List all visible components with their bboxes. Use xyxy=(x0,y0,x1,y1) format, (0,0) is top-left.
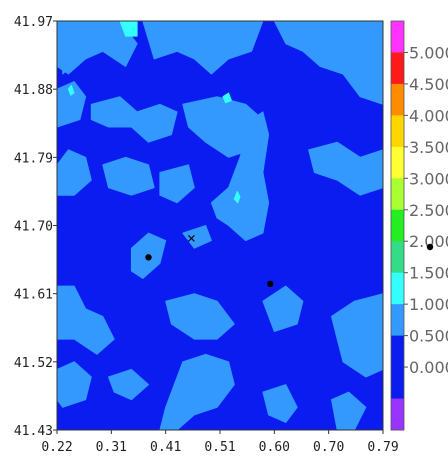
x-tick-label: 0.22 xyxy=(41,440,72,455)
contour-patch-0.500 xyxy=(182,225,212,249)
x-tick-label: 0.79 xyxy=(367,440,398,455)
y-tick-label: 41.43 xyxy=(14,424,53,439)
colorbar-marker-dot xyxy=(426,243,434,251)
colorbar-label: 4.500 xyxy=(409,75,448,94)
contour-patch-0.500 xyxy=(102,156,155,196)
colorbar-label: 2.000 xyxy=(409,232,448,251)
colorbar-band xyxy=(391,178,404,211)
marker-layer xyxy=(145,234,274,288)
contour-patch-0.500 xyxy=(331,391,367,430)
contour-patch-0.500 xyxy=(57,361,92,408)
x-tick-label: 0.51 xyxy=(204,440,235,455)
contour-patch-0.500 xyxy=(262,285,304,332)
contour-patch-0.500 xyxy=(57,285,115,355)
y-tick-label: 41.79 xyxy=(14,151,53,166)
colorbar-band xyxy=(391,209,404,242)
colorbar-frame xyxy=(390,20,405,431)
contour-patch-0.500 xyxy=(273,21,383,105)
contour-patch-0.500 xyxy=(159,164,195,204)
colorbar-band xyxy=(391,52,404,85)
y-tick-label: 41.52 xyxy=(14,356,53,371)
contour-patch-0.500 xyxy=(210,111,270,242)
colorbar-label: 0.000 xyxy=(409,358,448,377)
contour-patch-0.500 xyxy=(159,353,235,430)
colorbar-label: 3.000 xyxy=(409,169,448,188)
contour-patch-0.500 xyxy=(308,141,383,196)
y-tick-label: 41.61 xyxy=(14,288,53,303)
colorbar-label: 4.000 xyxy=(409,106,448,125)
colorbar-band xyxy=(391,272,404,305)
colorbar-band xyxy=(391,335,404,368)
y-tick-label: 41.88 xyxy=(14,83,53,98)
contour-patch-1.000 xyxy=(222,92,232,104)
colorbar-label: 1.500 xyxy=(409,264,448,283)
contour-patch-0.500 xyxy=(62,28,138,75)
marker-x xyxy=(187,234,195,242)
colorbar-band xyxy=(391,398,404,431)
contour-patch-1.000 xyxy=(119,21,138,37)
contour-patch-0.500 xyxy=(165,293,235,340)
contour-patch-1.000 xyxy=(233,190,241,204)
x-tick-label: 0.31 xyxy=(96,440,127,455)
x-axis-tick-labels: 0.22 0.31 0.41 0.51 0.60 0.70 0.79 xyxy=(41,430,399,455)
marker-dot xyxy=(145,254,152,261)
contour-patch-1.000 xyxy=(67,84,75,96)
contour-patch-0.500 xyxy=(262,384,298,423)
colorbar-band xyxy=(391,146,404,179)
colorbar-band xyxy=(391,367,404,400)
colorbar-label: 0.500 xyxy=(409,327,448,346)
contour-patch-0.500 xyxy=(57,81,87,128)
contour-patch-0.500 xyxy=(331,293,383,378)
y-tick-label: 41.97 xyxy=(14,15,53,30)
colorbar-band xyxy=(391,83,404,116)
colorbar-label: 2.500 xyxy=(409,201,448,220)
colorbar-band xyxy=(391,241,404,274)
contour-patch-0.500 xyxy=(108,368,149,401)
contour-patch-0.500 xyxy=(90,96,178,143)
x-tick-label: 0.41 xyxy=(150,440,181,455)
colorbar-label: 3.500 xyxy=(409,138,448,157)
colorbar-band xyxy=(391,115,404,148)
y-tick-label: 41.70 xyxy=(14,220,53,235)
contour-patch-0.500 xyxy=(142,21,264,75)
y-axis-tick-labels: 41.97 41.88 41.79 41.70 41.61 41.52 41.43 xyxy=(14,15,57,439)
colorbar: 5.000 4.500 4.000 3.500 3.000 2.500 2.000 1.500… xyxy=(390,20,448,431)
x-tick-label: 0.70 xyxy=(313,440,344,455)
contour-fill-layer xyxy=(57,21,383,430)
colorbar-band xyxy=(391,304,404,337)
colorbar-label: 5.000 xyxy=(409,43,448,62)
contour-patch-0.500 xyxy=(57,149,92,196)
colorbar-band xyxy=(391,21,404,53)
x-tick-label: 0.60 xyxy=(259,440,290,455)
marker-dot xyxy=(267,280,274,288)
colorbar-label: 1.000 xyxy=(409,295,448,314)
